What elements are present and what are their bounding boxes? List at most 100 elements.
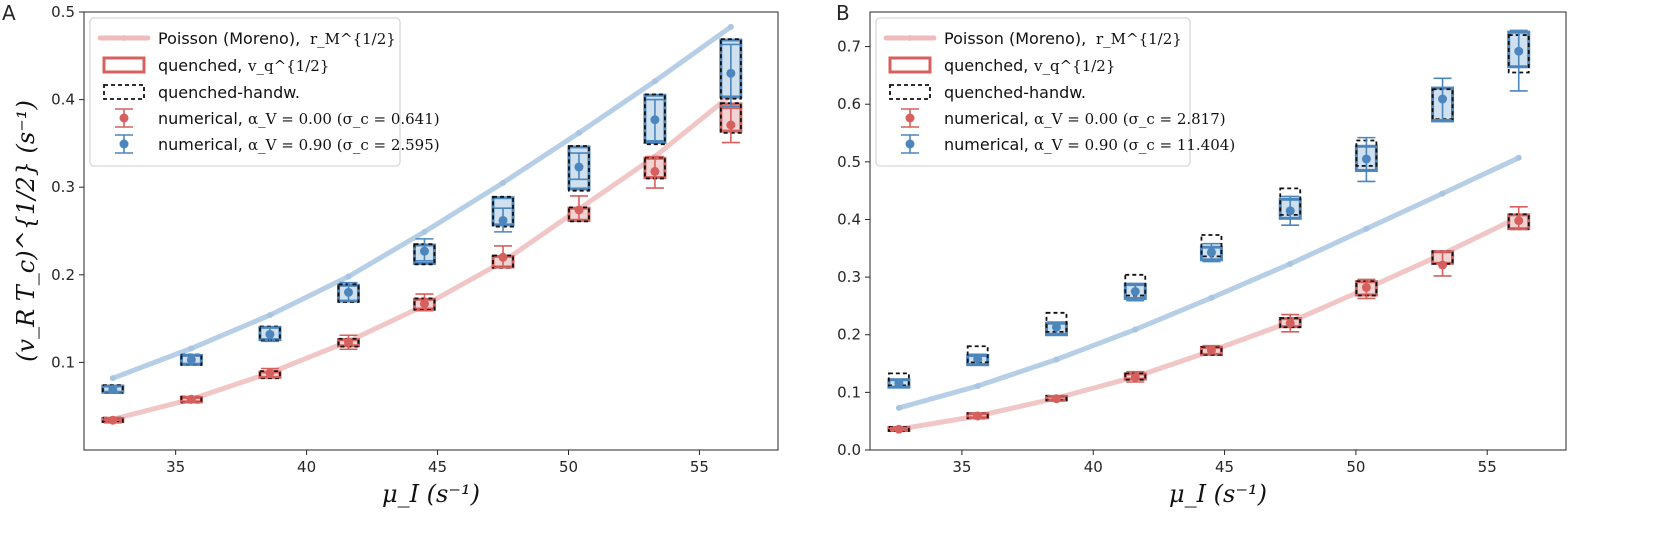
panel-a-poisson-blue-point <box>421 228 428 235</box>
panel-b-legend-quenched-swatch <box>888 56 932 74</box>
panel-b-legend-box <box>875 17 1191 167</box>
panel-b-poisson-blue-point <box>1132 326 1139 333</box>
panel-b-legend-quenched-label: quenched, <box>944 56 1028 75</box>
panel-b-numerical-blue-point <box>1051 322 1061 332</box>
panel-a-poisson-blue-point <box>575 129 582 136</box>
panel-b-numerical-red-point <box>1514 216 1524 226</box>
panel-b-chart: 35 40 45 50 55 0.0 0.1 0.2 0.3 0.4 0.5 0.6 0.7 μ_I (s… <box>837 11 1567 508</box>
panel-a-numerical-blue-point <box>419 246 429 256</box>
panel-b-numerical-blue-point <box>1438 94 1448 104</box>
panel-a-handw-blue-box <box>644 93 666 146</box>
panel-b-legend-quenched-math: v_q^{1/2} <box>1033 57 1115 75</box>
panel-b-poisson-blue-point <box>895 404 902 411</box>
panel-b-legend-num1-math: α_V = 0.90 (σ_c = 11.404) <box>1034 136 1235 154</box>
panel-b-numerical-red-point <box>1206 345 1216 355</box>
panel-b-ytick-label: 0.4 <box>837 210 861 228</box>
panel-b-numerical-red-point <box>1361 282 1371 292</box>
panel-b-numerical-blue-point <box>894 378 904 388</box>
panel-b-numerical-red-point <box>1438 260 1448 270</box>
panel-b-ytick-label: 0.2 <box>837 326 861 344</box>
panel-a-numerical-red-point <box>574 205 584 215</box>
panel-a-numerical-red-point <box>726 120 736 130</box>
panel-a-legend-num1-math: α_V = 0.90 (σ_c = 2.595) <box>248 136 440 154</box>
panel-b-xlabel: μ_I (s⁻¹) <box>1169 480 1267 508</box>
panel-b-ytick-label: 0.5 <box>837 153 861 171</box>
panel-a-numerical-red-point <box>265 368 275 378</box>
panel-a-numerical-blue-point <box>265 329 275 339</box>
panel-a-ylabel: (v_R T_c)^{1/2} (s⁻¹) <box>12 100 40 362</box>
panel-a-poisson-blue-point <box>188 345 195 352</box>
panel-a-numerical-blue-point <box>108 385 118 395</box>
panel-b-numerical-red-point <box>1130 372 1140 382</box>
panel-b-xtick-label: 50 <box>1346 458 1365 476</box>
panel-a-legend-quenched-math: v_q^{1/2} <box>247 57 329 75</box>
panel-a-poisson-blue-point <box>109 375 116 382</box>
panel-b-poisson-blue-point <box>1287 260 1294 267</box>
panel-b-legend-poisson-marker <box>907 35 913 41</box>
panel-a-xtick-label: 55 <box>690 458 709 476</box>
panel-b-legend-num0-math: α_V = 0.00 (σ_c = 2.817) <box>1034 110 1226 128</box>
panel-b-legend-num1-label: numerical, <box>944 135 1029 154</box>
panel-b-ytick-label: 0.0 <box>837 441 861 459</box>
panel-a-xtick-label: 40 <box>297 458 316 476</box>
panel-a-numerical-red-point <box>419 299 429 309</box>
panel-b-legend-poisson-label: Poisson (Moreno), <box>944 29 1086 48</box>
panel-b-legend-num1-marker <box>905 139 915 149</box>
panel-a-numerical-red-point <box>108 415 118 425</box>
panel-b-poisson-blue-point <box>1515 154 1522 161</box>
panel-a-numerical-blue-point <box>344 287 354 297</box>
panel-b-numerical-blue-point <box>973 354 983 364</box>
panel-b-legend-poisson-math: r_M^{1/2} <box>1096 30 1182 48</box>
panel-a-legend-num0-marker <box>119 113 129 123</box>
panel-a-ytick-label: 0.3 <box>51 178 75 196</box>
panel-a-numerical-blue-point <box>650 115 660 125</box>
panel-a-poisson-blue-point <box>500 179 507 186</box>
panel-a-numerical-blue-point <box>186 355 196 365</box>
panel-b-handw-blue-box <box>966 345 989 364</box>
panel-b-poisson-blue-line <box>896 155 1522 411</box>
panel-a-xtick-label: 45 <box>428 458 447 476</box>
panel-a-xtick-label: 50 <box>559 458 578 476</box>
panel-b-numerical-blue-point <box>1130 287 1140 297</box>
panel-b-poisson-blue-point <box>974 383 981 390</box>
panel-b-legend-num0-marker <box>905 113 915 123</box>
panel-a-legend-num1-marker <box>119 139 129 149</box>
panel-a-legend-num1-label: numerical, <box>158 135 243 154</box>
panel-b-xtick-label: 35 <box>952 458 971 476</box>
panel-a-letter: A <box>2 1 16 25</box>
panel-b-numerical-red-point <box>1051 394 1061 404</box>
panel-a-legend-poisson-label: Poisson (Moreno), <box>158 29 300 48</box>
panel-a-poisson-blue-point <box>345 273 352 280</box>
panel-a-chart: 35 40 45 50 55 0.1 0.2 0.3 0.4 0.5 μ_I (s⁻¹) (v_R T… <box>12 3 779 508</box>
panel-a-numerical-blue-point <box>498 215 508 225</box>
panel-b-legend-num0-label: numerical, <box>944 109 1029 128</box>
panel-b-numerical-blue-point <box>1361 154 1371 164</box>
panel-b-legend-handw-swatch <box>889 84 931 100</box>
panel-a-legend-poisson-marker <box>121 35 127 41</box>
panel-b-xtick-label: 40 <box>1084 458 1103 476</box>
panel-a-numerical-blue-point <box>726 68 736 78</box>
panel-b-numerical-red-point <box>973 411 983 421</box>
panel-a-xlabel: μ_I (s⁻¹) <box>382 480 480 508</box>
panel-b-ytick-label: 0.6 <box>837 95 861 113</box>
panel-a-poisson-blue-point <box>651 78 658 85</box>
panel-a-ytick-label: 0.5 <box>51 3 75 21</box>
panel-a-numerical-red-point <box>650 166 660 176</box>
panel-b-numerical-blue-point <box>1285 206 1295 216</box>
panel-b-numerical-blue-point <box>1206 247 1216 257</box>
panel-a-poisson-blue-point <box>266 312 273 319</box>
panel-b-xtick-label: 45 <box>1215 458 1234 476</box>
panel-b-letter: B <box>836 1 850 25</box>
panel-b-poisson-blue-point <box>1363 225 1370 232</box>
panel-a-handw-blue-box <box>719 38 742 100</box>
panel-b-numerical-blue-point <box>1514 46 1524 56</box>
panel-b-numerical-red-point <box>1285 318 1295 328</box>
panel-a-legend-quenched-label: quenched, <box>158 56 242 75</box>
panel-a-legend-num0-label: numerical, <box>158 109 243 128</box>
panel-a-numerical-blue-point <box>574 162 584 172</box>
panel-a-legend-handw-label: quenched-handw. <box>158 83 300 102</box>
panel-a-ytick-label: 0.4 <box>51 91 75 109</box>
panel-a-xtick-label: 35 <box>166 458 185 476</box>
panel-a-legend-box <box>89 17 401 167</box>
